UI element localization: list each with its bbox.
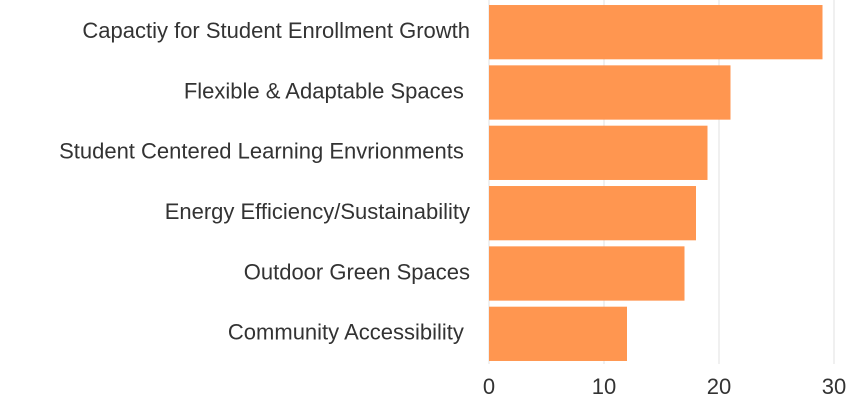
- bar: [489, 125, 708, 180]
- bar: [489, 186, 696, 241]
- bar: [489, 5, 823, 60]
- x-tick-label: 0: [483, 374, 495, 399]
- bar: [489, 65, 731, 120]
- y-tick-label: Outdoor Green Spaces: [244, 259, 470, 284]
- y-tick-label: Flexible & Adaptable Spaces: [184, 78, 470, 103]
- y-tick-label: Community Accessibility: [228, 320, 470, 345]
- y-tick-label: Capactiy for Student Enrollment Growth: [82, 18, 470, 43]
- bar: [489, 306, 627, 361]
- x-tick-label: 20: [707, 374, 731, 399]
- x-tick-label: 30: [822, 374, 846, 399]
- y-tick-label: Student Centered Learning Envrionments: [59, 139, 470, 164]
- bar: [489, 246, 685, 301]
- x-tick-label: 10: [592, 374, 616, 399]
- y-tick-label: Energy Efficiency/Sustainability: [165, 199, 470, 224]
